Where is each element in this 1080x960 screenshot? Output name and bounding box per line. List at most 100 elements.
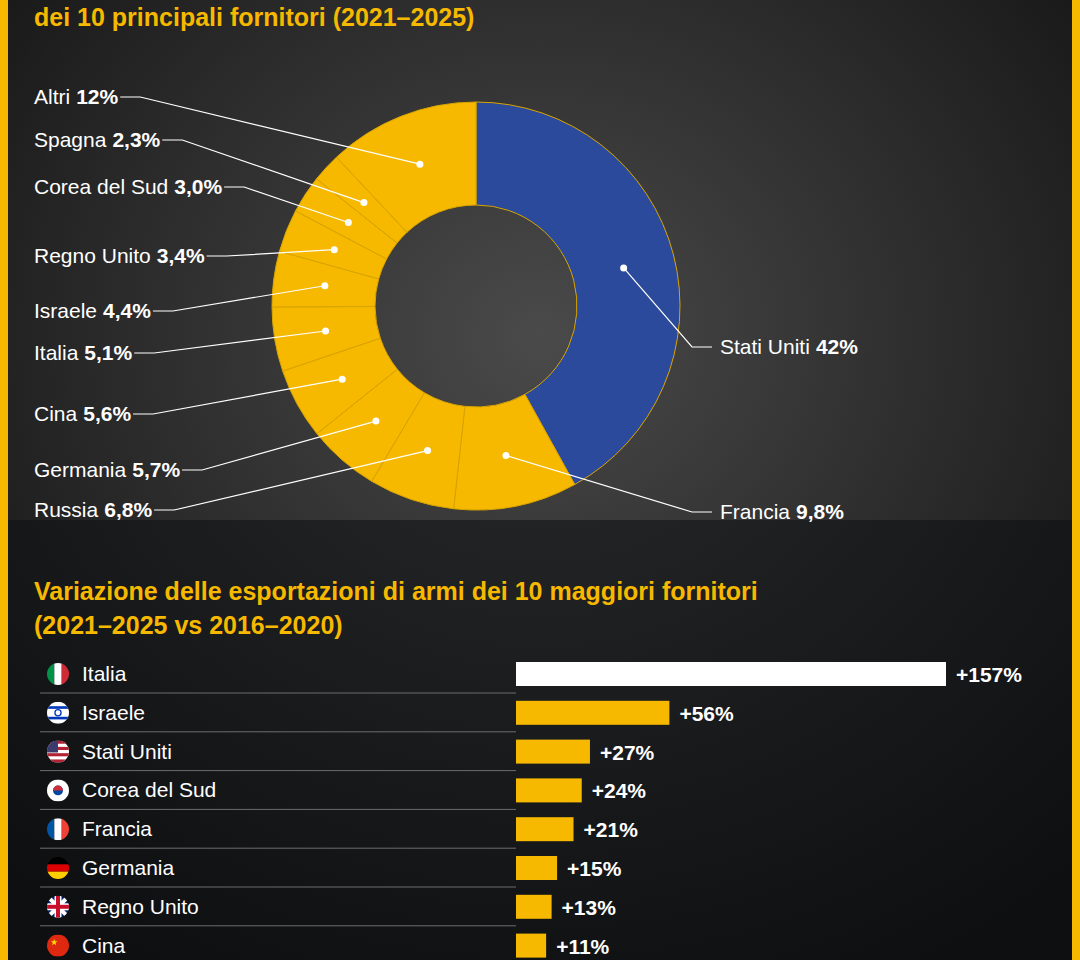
leader-line bbox=[182, 421, 376, 470]
flag-part bbox=[47, 706, 69, 709]
bars bbox=[516, 662, 946, 958]
leader-line bbox=[162, 140, 364, 203]
slice-value: 2,3% bbox=[112, 128, 160, 151]
data-label: +56% bbox=[679, 702, 734, 725]
slice-labels: Stati Uniti42%Francia9,8%Russia6,8%Germa… bbox=[34, 85, 858, 523]
bar bbox=[516, 662, 946, 686]
bar bbox=[516, 778, 582, 802]
flag-icon bbox=[47, 779, 69, 801]
flag-part bbox=[51, 939, 58, 945]
chart-title: Variazione delle esportazioni di armi de… bbox=[34, 577, 758, 605]
flag-icon bbox=[47, 857, 69, 879]
data-label: +157% bbox=[956, 663, 1022, 686]
leader-dot bbox=[322, 328, 329, 335]
background-band bbox=[0, 520, 1080, 960]
slice-label: Cina5,6% bbox=[34, 402, 131, 425]
slice-value: 12% bbox=[76, 85, 118, 108]
flag-body bbox=[47, 935, 69, 957]
slice-name: Francia bbox=[720, 500, 790, 523]
flag-part bbox=[62, 818, 69, 840]
leader-line bbox=[624, 268, 712, 347]
page: dei 10 principali fornitori (2021–2025)S… bbox=[0, 0, 1080, 960]
slice-name: Spagna bbox=[34, 128, 107, 151]
leader-line bbox=[133, 379, 342, 414]
leader-dot bbox=[321, 282, 328, 289]
slice-value: 3,0% bbox=[174, 175, 222, 198]
slice-value: 42% bbox=[816, 335, 858, 358]
slice-label: Stati Uniti 42% bbox=[720, 335, 858, 358]
bar-chart: Variazione delle esportazioni di armi de… bbox=[34, 577, 1022, 960]
flag-icon bbox=[47, 896, 69, 918]
flag-part bbox=[47, 741, 69, 763]
flag-part bbox=[54, 663, 61, 685]
flag-part bbox=[47, 717, 69, 720]
row-separator bbox=[40, 887, 516, 888]
category-rows: ItaliaIsraeleStati UnitiCorea del SudFra… bbox=[40, 662, 516, 960]
slice-name: Cina bbox=[34, 402, 78, 425]
leader-line bbox=[153, 286, 325, 311]
category-label: Stati Uniti bbox=[82, 740, 172, 763]
slice-label: Altri12% bbox=[34, 85, 119, 108]
flag-part bbox=[47, 759, 69, 762]
data-label: +27% bbox=[600, 741, 655, 764]
bar bbox=[516, 817, 574, 841]
data-label: +15% bbox=[567, 857, 622, 880]
leader-dot bbox=[345, 219, 352, 226]
bar bbox=[516, 856, 557, 880]
leader-dot bbox=[339, 376, 346, 383]
flag-body bbox=[47, 857, 69, 879]
data-label: +11% bbox=[556, 935, 609, 958]
bar bbox=[516, 934, 546, 958]
category-label: Israele bbox=[82, 701, 145, 724]
flag-icon bbox=[47, 935, 69, 957]
slice-label: Spagna2,3% bbox=[34, 128, 161, 151]
flag-icon bbox=[47, 741, 69, 763]
leader-dot bbox=[331, 246, 338, 253]
category-label: Cina bbox=[82, 934, 126, 957]
category-label: Francia bbox=[82, 817, 152, 840]
slice-name: Corea del Sud bbox=[34, 175, 168, 198]
row-separator bbox=[40, 809, 516, 810]
flag-body bbox=[47, 663, 69, 685]
flag-part bbox=[47, 864, 69, 871]
bar bbox=[516, 895, 552, 919]
slice-name: Russia bbox=[34, 498, 99, 521]
flag-icon bbox=[47, 702, 69, 724]
flag-part bbox=[47, 896, 69, 918]
data-label: +13% bbox=[562, 896, 617, 919]
row-separator bbox=[40, 848, 516, 849]
flag-part bbox=[47, 818, 54, 840]
leader-dot bbox=[416, 161, 423, 168]
data-label: +24% bbox=[592, 779, 647, 802]
donut-slice bbox=[336, 102, 476, 232]
flag-part bbox=[54, 818, 61, 840]
donut-slice bbox=[454, 394, 575, 510]
data-label: +21% bbox=[584, 818, 639, 841]
row-separator bbox=[40, 925, 516, 926]
flag-part bbox=[47, 857, 69, 864]
slice-name: Stati Uniti bbox=[720, 335, 810, 358]
flag-body bbox=[47, 896, 69, 918]
flag-part bbox=[47, 905, 69, 909]
flag-icon bbox=[47, 663, 69, 685]
flag-part bbox=[47, 935, 69, 957]
background bbox=[0, 0, 1080, 960]
slice-label: Francia9,8% bbox=[720, 500, 844, 523]
slice-label: Germania5,7% bbox=[34, 458, 180, 481]
bar bbox=[516, 740, 590, 764]
category-label: Italia bbox=[82, 662, 127, 685]
leader-dot bbox=[502, 452, 509, 459]
leader-line bbox=[224, 187, 348, 223]
flag-body bbox=[47, 818, 69, 840]
row-separator bbox=[40, 731, 516, 732]
flag-part bbox=[47, 702, 69, 724]
leader-line bbox=[207, 250, 335, 256]
row-separator bbox=[40, 693, 516, 694]
flag-part bbox=[47, 663, 54, 685]
leader-line bbox=[120, 97, 420, 164]
donut-slice bbox=[272, 306, 380, 371]
slice-name: Israele bbox=[34, 299, 97, 322]
slice-label: Israele4,4% bbox=[34, 299, 151, 322]
leader-dot bbox=[620, 264, 627, 271]
donut-chart: dei 10 principali fornitori (2021–2025)S… bbox=[34, 3, 858, 523]
